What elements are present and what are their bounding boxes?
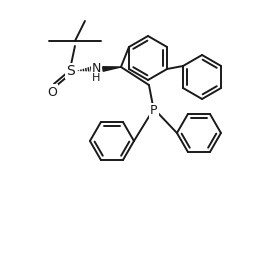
Text: O: O [47, 85, 57, 98]
Text: P: P [150, 105, 158, 117]
Polygon shape [103, 67, 121, 71]
Text: H: H [92, 73, 100, 83]
Text: S: S [67, 64, 75, 78]
Text: N: N [91, 62, 101, 76]
